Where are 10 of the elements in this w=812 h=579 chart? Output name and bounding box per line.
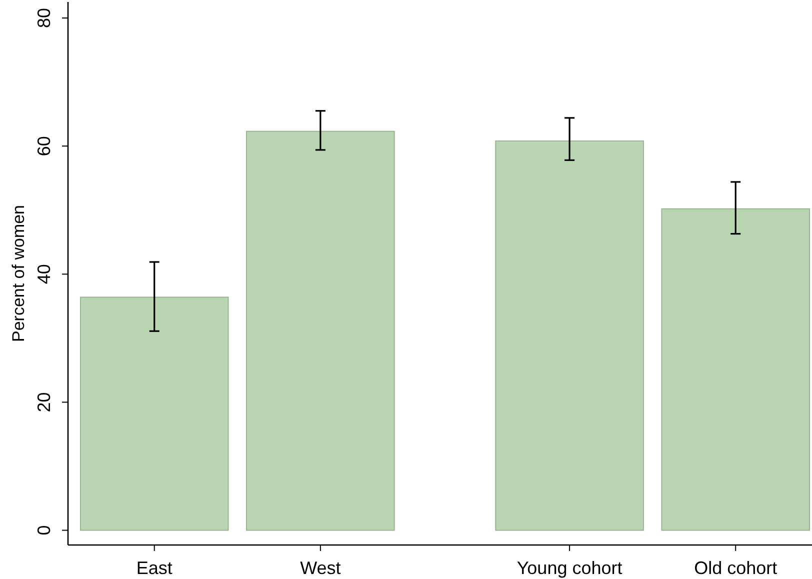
y-axis-title: Percent of women [9, 204, 28, 342]
y-tick-label: 0 [34, 525, 54, 536]
x-tick-label: East [136, 558, 172, 578]
y-tick-label: 20 [34, 392, 54, 412]
x-tick-label: Young cohort [516, 558, 622, 578]
y-tick-label: 40 [34, 264, 54, 284]
y-tick-label: 60 [34, 136, 54, 156]
y-tick-label: 80 [34, 8, 54, 28]
x-tick-label: West [300, 558, 341, 578]
x-tick-label: Old cohort [694, 558, 778, 578]
